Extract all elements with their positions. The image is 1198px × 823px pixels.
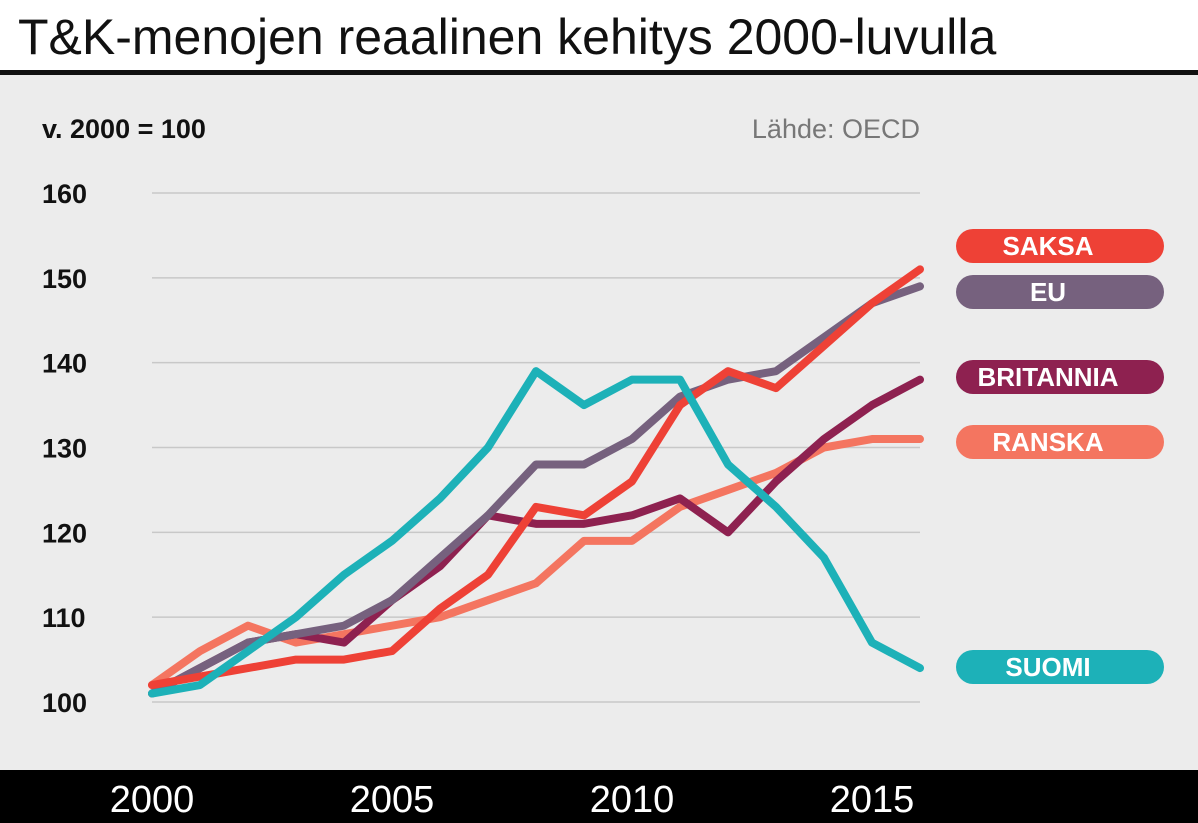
- series-label-eu: EU: [956, 275, 1164, 309]
- series-label-text: BRITANNIA: [977, 362, 1118, 392]
- y-axis-ticks: 100 110 120 130 140 150 160: [42, 179, 87, 718]
- y-axis-unit-label: v. 2000 = 100: [42, 114, 206, 144]
- y-tick-label: 160: [42, 179, 87, 209]
- series-label-suomi: SUOMI: [956, 650, 1164, 684]
- series-labels: SAKSA EU BRITANNIA RANSKA SUOMI: [956, 229, 1164, 684]
- source-note: Lähde: OECD: [751, 114, 920, 144]
- series-lines: [148, 265, 924, 698]
- series-line-ranska: [148, 435, 924, 690]
- y-tick-label: 140: [42, 349, 87, 379]
- x-tick-label: 2015: [830, 779, 915, 821]
- title-divider: [0, 70, 1198, 75]
- series-label-pill: [956, 650, 1164, 684]
- series-label-pill: [956, 425, 1164, 459]
- series-label-pill: [956, 360, 1164, 394]
- series-line-suomi: [148, 367, 924, 698]
- series-label-pill: [956, 275, 1164, 309]
- y-tick-label: 130: [42, 434, 87, 464]
- y-tick-label: 120: [42, 518, 87, 548]
- x-tick-label: 2005: [350, 779, 435, 821]
- series-line-eu: [148, 282, 924, 698]
- gridlines: [152, 192, 920, 703]
- y-tick-label: 110: [42, 603, 86, 633]
- series-label-text: SUOMI: [1005, 652, 1090, 682]
- series-label-pill: [956, 229, 1164, 263]
- y-tick-label: 150: [42, 264, 87, 294]
- series-label-saksa: SAKSA: [956, 229, 1164, 263]
- x-axis-ticks: 2000 2005 2010 2015: [110, 779, 915, 821]
- y-tick-label: 100: [42, 688, 87, 718]
- x-axis-bar: [0, 770, 1198, 823]
- series-label-ranska: RANSKA: [956, 425, 1164, 459]
- x-tick-label: 2010: [590, 779, 675, 821]
- x-tick-label: 2000: [110, 779, 195, 821]
- series-line-saksa: [148, 265, 924, 690]
- series-label-text: EU: [1030, 277, 1066, 307]
- chart-title: T&K-menojen reaalinen kehitys 2000-luvul…: [18, 9, 997, 65]
- series-label-britannia: BRITANNIA: [956, 360, 1164, 394]
- series-label-text: RANSKA: [992, 427, 1103, 457]
- series-label-text: SAKSA: [1002, 231, 1093, 261]
